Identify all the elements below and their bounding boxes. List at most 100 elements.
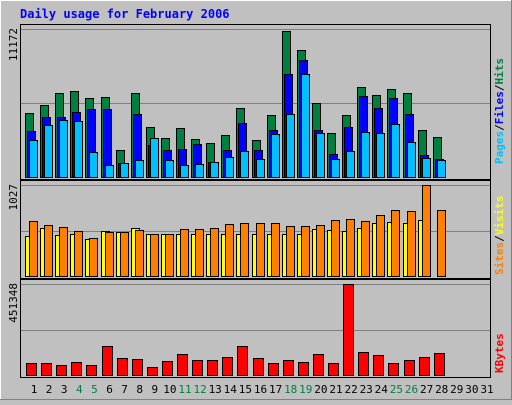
kbytes-bar <box>343 284 354 376</box>
sites-bar <box>361 221 370 277</box>
pages-bar <box>271 134 280 178</box>
kbytes-bar <box>237 346 248 376</box>
day-label: 6 <box>106 383 113 396</box>
pages-bar <box>225 157 234 178</box>
pages-bar <box>331 159 340 178</box>
sites-bar <box>44 225 53 277</box>
legend-sep-3: / <box>493 235 506 242</box>
day-label: 24 <box>375 383 389 396</box>
legend-pages: Pages <box>493 131 506 164</box>
pages-bar <box>407 142 416 178</box>
day-label: 15 <box>239 383 252 396</box>
day-label: 3 <box>61 383 68 396</box>
day-label: 27 <box>420 383 433 396</box>
pages-bar <box>346 151 355 178</box>
legend-kbytes: KBytes <box>493 333 506 373</box>
pages-bar <box>44 125 53 178</box>
kbytes-bar <box>132 359 143 376</box>
day-label: 23 <box>360 383 373 396</box>
kbytes-bar <box>222 357 233 376</box>
sites-bar <box>376 215 385 277</box>
sites-bar <box>407 211 416 277</box>
sites-bar <box>165 234 174 277</box>
pages-bar <box>210 162 219 178</box>
kbytes-bar <box>86 365 97 376</box>
pages-bar <box>135 160 144 178</box>
kbytes-bar <box>373 355 384 376</box>
day-label: 30 <box>465 383 478 396</box>
pages-bar <box>165 160 174 178</box>
day-label: 19 <box>299 383 312 396</box>
sites-bar <box>29 221 38 277</box>
sites-bar <box>301 226 310 277</box>
legend-sep-2: / <box>493 84 506 91</box>
sites-bar <box>105 232 114 277</box>
kbytes-bar <box>56 365 67 376</box>
day-label: 22 <box>344 383 357 396</box>
sites-bar <box>180 229 189 277</box>
kbytes-bar <box>207 360 218 376</box>
sites-bar <box>240 223 249 277</box>
pages-bar <box>301 74 310 178</box>
sites-bar <box>210 228 219 277</box>
pages-bar <box>29 140 38 178</box>
pages-bar <box>361 132 370 178</box>
sites-bar <box>256 223 265 277</box>
hits-panel-legend: Pages/Files/Hits <box>493 58 506 164</box>
day-label: 5 <box>91 383 98 396</box>
pages-bar <box>376 133 385 178</box>
kbytes-bar <box>147 367 158 376</box>
legend-files: Files <box>493 91 506 124</box>
pages-bar <box>422 158 431 178</box>
kbytes-bar <box>162 361 173 376</box>
kbytes-bar <box>192 360 203 376</box>
pages-bar <box>89 152 98 178</box>
sites-bar <box>225 224 234 277</box>
day-label: 12 <box>193 383 206 396</box>
bars-layer <box>25 31 446 376</box>
day-label: 14 <box>224 383 238 396</box>
day-label: 8 <box>136 383 143 396</box>
visits-max-label: 1027 <box>7 184 20 211</box>
kbytes-bar <box>177 354 188 376</box>
kbytes-bar <box>117 358 128 376</box>
sites-bar <box>89 238 98 277</box>
sites-bar <box>135 230 144 277</box>
kbytes-bar <box>388 363 399 376</box>
day-label: 18 <box>284 383 297 396</box>
sites-bar <box>437 210 446 277</box>
day-label: 4 <box>76 383 83 396</box>
kbytes-bar <box>434 353 445 376</box>
pages-bar <box>240 151 249 178</box>
kbytes-bar <box>26 363 37 376</box>
day-label: 25 <box>390 383 403 396</box>
day-label: 10 <box>163 383 176 396</box>
kbytes-bar <box>298 362 309 376</box>
sites-bar <box>74 231 83 277</box>
sites-bar <box>59 227 68 277</box>
pages-bar <box>59 120 68 178</box>
kbytes-bar <box>313 354 324 376</box>
sites-bar <box>346 219 355 277</box>
pages-bar <box>120 163 129 178</box>
pages-bar <box>256 159 265 178</box>
day-label: 20 <box>314 383 327 396</box>
legend-visits: Visits <box>493 196 506 236</box>
day-label: 1 <box>31 383 38 396</box>
pages-bar <box>180 165 189 178</box>
pages-bar <box>74 121 83 178</box>
day-label: 29 <box>450 383 463 396</box>
chart-title: Daily usage for February 2006 <box>20 7 230 21</box>
sites-bar <box>271 223 280 277</box>
legend-hits: Hits <box>493 58 506 85</box>
pages-bar <box>150 138 159 178</box>
day-label: 28 <box>435 383 448 396</box>
pages-bar <box>195 164 204 178</box>
day-labels: 1 2 3 4 5 6 7 8 9 10 11 12 13 14 15 16 17 18 19 20 21 22 23 24 2… <box>31 383 494 396</box>
day-label: 21 <box>329 383 342 396</box>
sites-bar <box>150 234 159 277</box>
day-label: 9 <box>151 383 158 396</box>
sites-bar <box>391 210 400 277</box>
